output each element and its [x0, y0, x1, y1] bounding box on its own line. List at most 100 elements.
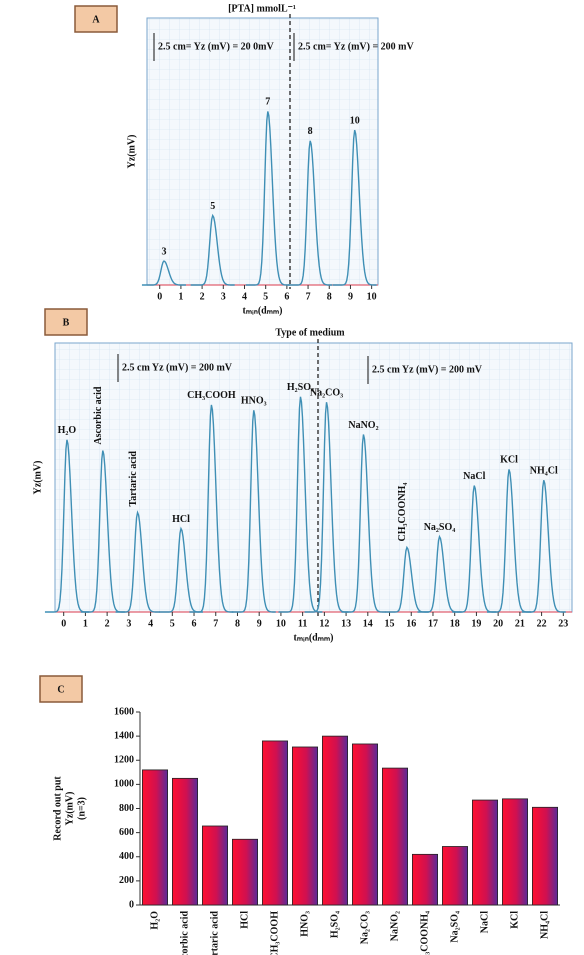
peak-label: CH₃COONH₄	[397, 483, 408, 542]
peak	[487, 469, 532, 613]
x-tick-label: 7	[306, 291, 311, 302]
peak	[341, 434, 386, 613]
x-axis-label: tₘᵢₙ(dₘₘ)	[294, 632, 334, 643]
x-tick-label: H₂O	[149, 911, 160, 930]
y-tick-label: 400	[119, 851, 134, 862]
x-tick-label: 0	[157, 291, 162, 302]
peak	[115, 510, 160, 613]
bar	[411, 853, 438, 906]
y-tick-label: 600	[119, 827, 134, 838]
bar	[321, 735, 348, 906]
y-tick-label: 200	[119, 875, 134, 886]
x-tick-label: 12	[319, 618, 329, 629]
bar	[532, 806, 559, 906]
peak	[231, 410, 276, 613]
y-tick-label: 1400	[114, 730, 134, 741]
x-tick-label: 2	[200, 291, 205, 302]
y-axis-label: (n=3)	[76, 797, 87, 820]
x-tick-label: 15	[385, 618, 395, 629]
annotation: 2.5 cm= Yz (mV) = 20 0mV	[158, 41, 274, 52]
peak	[332, 129, 377, 286]
bar	[351, 743, 378, 906]
x-axis-label: tₘᵢₙ(dₘₘ)	[243, 305, 283, 316]
x-tick-label: 4	[148, 618, 153, 629]
peak-label: 5	[210, 201, 215, 212]
x-tick-label: 6	[284, 291, 289, 302]
x-tick-label: 1	[178, 291, 183, 302]
peak	[189, 404, 234, 613]
x-tick-label: 3	[126, 618, 131, 629]
y-axis-label: Yz(mV)	[126, 135, 137, 169]
bar	[471, 799, 498, 906]
x-tick-label: CH₃COOH	[269, 911, 280, 955]
peak	[521, 479, 566, 613]
x-tick-label: 5	[263, 291, 268, 302]
annotation: 2.5 cm Yz (mV) = 200 mV	[372, 364, 483, 375]
bar	[201, 825, 228, 906]
peak-label: Tartaric acid	[128, 451, 139, 507]
x-tick-label: CH₃COONH₄	[419, 911, 430, 955]
peak-label: 7	[265, 97, 270, 108]
x-tick-label: 0	[61, 618, 66, 629]
annotation: 2.5 cm Yz (mV) = 200 mV	[122, 362, 233, 373]
x-tick-label: Ascorbic acid	[179, 911, 190, 955]
x-tick-label: 18	[450, 618, 460, 629]
bar	[291, 746, 318, 906]
x-tick-label: Na₂CO₃	[359, 911, 370, 944]
x-tick-label: 8	[327, 291, 332, 302]
peak-label: 10	[350, 115, 360, 126]
x-tick-label: Na₂SO₄	[449, 911, 460, 943]
panel-label-box	[44, 308, 88, 336]
y-tick-label: 1200	[114, 755, 134, 766]
peak-label: Ascorbic acid	[93, 386, 104, 444]
peak	[190, 213, 235, 286]
peak	[304, 402, 349, 613]
y-tick-label: 1600	[114, 706, 134, 717]
x-tick-label: 4	[242, 291, 247, 302]
x-tick-label: NaCl	[479, 911, 490, 933]
peak-label: 3	[161, 246, 166, 257]
bar	[441, 846, 468, 906]
y-axis-label: Record out put	[52, 776, 63, 841]
annotation: 2.5 cm= Yz (mV) = 200 mV	[298, 41, 414, 52]
peak-label: HCl	[172, 514, 190, 525]
peak	[278, 396, 323, 613]
x-tick-label: 5	[170, 618, 175, 629]
peak-label: Na₂CO₃	[310, 387, 343, 398]
peak	[80, 450, 125, 613]
peak-label: Na₂SO₄	[424, 522, 456, 533]
x-tick-label: 23	[558, 618, 568, 629]
x-tick-label: HCl	[239, 911, 250, 929]
x-tick-label: 6	[192, 618, 197, 629]
x-tick-label: 16	[406, 618, 416, 629]
x-tick-label: KCl	[509, 911, 520, 929]
x-tick-label: Tartaric acid	[209, 911, 220, 955]
peak	[44, 439, 89, 613]
peak-label: CH₃COOH	[187, 390, 236, 401]
x-tick-label: 2	[105, 618, 110, 629]
y-axis-label: Yz(mV)	[64, 792, 75, 826]
x-tick-label: 20	[493, 618, 503, 629]
x-tick-label: 8	[235, 618, 240, 629]
x-tick-label: HNO₃	[299, 911, 310, 937]
y-axis-label: Yz(mV)	[32, 461, 43, 495]
peak-label: KCl	[500, 455, 518, 466]
x-tick-label: 10	[367, 291, 377, 302]
x-tick-label: 19	[471, 618, 481, 629]
panel-label-box	[39, 675, 83, 703]
peak-label: H₂SO₄	[287, 382, 314, 393]
chart-title: Type of medium	[275, 327, 345, 338]
panel-label: B	[63, 317, 70, 328]
x-tick-label: H₂SO₄	[329, 911, 340, 938]
x-tick-label: NH₄Cl	[539, 911, 550, 939]
peak-label: HNO₃	[241, 396, 267, 407]
peak-label: NaCl	[463, 471, 485, 482]
peak-label: 8	[308, 126, 313, 137]
x-tick-label: 9	[348, 291, 353, 302]
x-tick-label: 11	[298, 618, 307, 629]
x-tick-label: 10	[276, 618, 286, 629]
panel-label: C	[57, 684, 64, 695]
bar	[381, 767, 408, 906]
chart-title: [PTA] mmolL⁻¹	[228, 3, 296, 14]
